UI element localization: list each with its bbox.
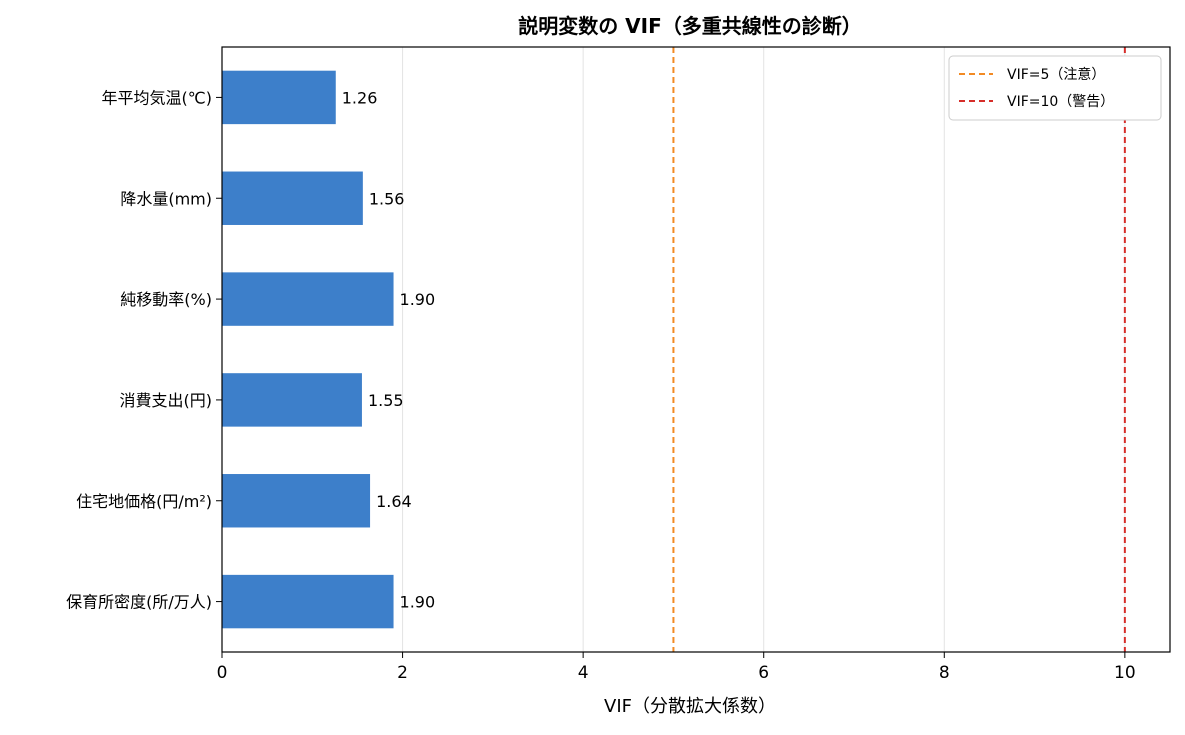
x-tick-label: 4 xyxy=(578,663,589,683)
plot-frame xyxy=(221,46,1171,653)
bar xyxy=(222,373,362,427)
x-axis: 0 2 4 6 8 10 xyxy=(217,652,1136,683)
legend-label: VIF=5（注意） xyxy=(1007,66,1105,83)
data-label: 1.26 xyxy=(342,88,378,107)
y-tick-label: 年平均気温(℃) xyxy=(102,88,212,107)
x-tick-label: 2 xyxy=(397,663,408,683)
legend: VIF=5（注意） VIF=10（警告） xyxy=(948,55,1162,121)
bars xyxy=(222,70,394,629)
legend-box xyxy=(948,55,1162,121)
bar xyxy=(222,574,394,629)
data-label: 1.55 xyxy=(368,391,404,410)
x-tick-label: 8 xyxy=(939,663,950,683)
data-label: 1.90 xyxy=(400,290,436,309)
y-tick-label: 消費支出(円) xyxy=(120,391,213,410)
data-labels: 1.26 1.56 1.90 1.55 1.64 1.90 xyxy=(342,88,435,611)
data-label: 1.64 xyxy=(376,492,412,511)
bar xyxy=(222,70,336,125)
y-tick-label: 純移動率(%) xyxy=(120,290,212,309)
data-label: 1.90 xyxy=(400,593,436,612)
legend-label: VIF=10（警告） xyxy=(1007,94,1114,110)
y-tick-label: 降水量(mm) xyxy=(120,189,212,208)
y-tick-label: 保育所密度(所/万人) xyxy=(66,593,212,612)
data-label: 1.56 xyxy=(369,189,405,208)
x-axis-label: VIF（分散拡大係数） xyxy=(604,696,776,717)
x-tick-label: 0 xyxy=(217,663,228,683)
bar xyxy=(222,171,363,225)
x-tick-label: 10 xyxy=(1114,663,1136,683)
y-axis: 年平均気温(℃) 降水量(mm) 純移動率(%) 消費支出(円) 住宅地価格(円/m²)… xyxy=(66,88,222,612)
y-tick-label: 住宅地価格(円/m²) xyxy=(76,492,212,511)
x-tick-label: 6 xyxy=(758,663,769,683)
bar xyxy=(222,474,371,528)
reference-lines xyxy=(672,47,1126,652)
bar xyxy=(222,272,394,326)
chart-title: 説明変数の VIF（多重共線性の診断） xyxy=(518,14,862,38)
